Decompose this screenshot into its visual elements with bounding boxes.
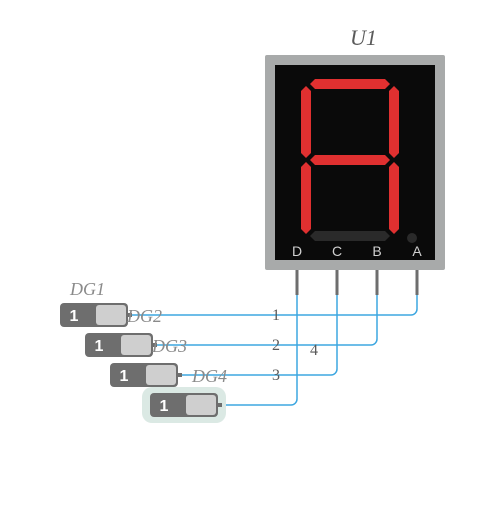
source-label: DG4 [191,366,227,386]
wire-number-0: 1 [272,307,280,324]
source-label: DG3 [151,336,187,356]
source-knob [146,365,176,385]
pin-label-d: D [292,243,302,259]
wire-dg4 [220,295,297,405]
segment-g [310,155,390,165]
segment-a [310,79,390,89]
wire-number-3: 3 [272,367,280,384]
segment-b [389,86,399,158]
wire-number-1: 2 [272,337,280,354]
segment-dp [407,233,417,243]
segment-f [301,86,311,158]
source-label: DG2 [126,306,162,326]
source-value: 1 [160,398,169,415]
source-pin [178,373,182,377]
display-label: U1 [350,25,377,50]
source-value: 1 [95,338,104,355]
wire-dg2 [155,295,377,345]
segment-c [389,162,399,234]
source-pin [218,403,222,407]
source-knob [186,395,216,415]
segment-d [310,231,390,241]
source-knob [121,335,151,355]
seven-segment-display: U1 D C B A [265,25,445,295]
source-label: DG1 [69,279,105,299]
pin-label-c: C [332,243,342,259]
source-knob [96,305,126,325]
source-value: 1 [120,368,129,385]
source-dg1[interactable]: 1 DG1 [60,279,132,327]
source-value: 1 [70,308,79,325]
wire-number-2: 4 [310,342,318,359]
wire-dg3 [180,295,337,375]
segment-e [301,162,311,234]
pin-label-a: A [412,243,422,259]
pin-label-b: B [372,243,381,259]
